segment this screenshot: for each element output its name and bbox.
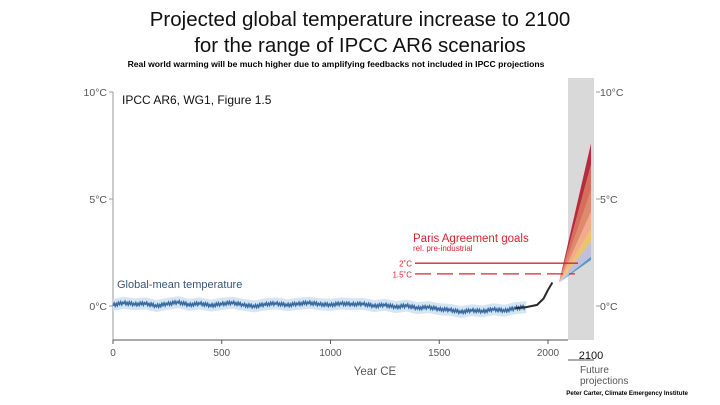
x-tick-label: 500 xyxy=(213,348,230,359)
paris-2c-label: 2˚C xyxy=(399,260,412,269)
x-tick-label: 2000 xyxy=(537,348,560,359)
series-label-global-mean: Global-mean temperature xyxy=(117,279,242,291)
projection-fan-segment xyxy=(559,190,591,283)
future-label-line2: projections xyxy=(580,376,628,387)
future-label-line1: Future xyxy=(580,365,609,376)
projection-fan-segment xyxy=(559,256,591,283)
paris-1-5c-label: 1.5˚C xyxy=(392,270,412,279)
chart-title-line-2: for the range of IPCC AR6 scenarios xyxy=(194,34,526,57)
projection-fan-segment xyxy=(559,241,591,283)
x-tick-label: 1000 xyxy=(319,348,342,359)
x-tick-label-2100: 2100 xyxy=(579,350,603,362)
projection-fan-segment xyxy=(559,228,591,283)
paris-goals-title: Paris Agreement goals xyxy=(413,233,529,245)
global-mean-temperature-line xyxy=(112,298,526,316)
y-tick-label-left: 10°C xyxy=(84,87,108,99)
y-tick-label-left: 0°C xyxy=(89,301,107,313)
paris-goals-subtitle: rel. pre-industrial xyxy=(413,244,473,253)
source-label: IPCC AR6, WG1, Figure 1.5 xyxy=(122,93,272,107)
projection-fan-segment xyxy=(559,211,591,283)
y-tick-label-right: 5°C xyxy=(600,194,618,206)
chart-title-line-1: Projected global temperature increase to… xyxy=(149,8,571,31)
chart-subtitle: Real world warming will be much higher d… xyxy=(127,59,545,69)
x-tick-label: 0 xyxy=(110,348,116,359)
observed-recent-line xyxy=(515,281,554,310)
projection-fan-segment xyxy=(559,143,591,283)
x-axis-title: Year CE xyxy=(354,366,397,378)
x-tick-label: 1500 xyxy=(428,348,451,359)
y-tick-label-right: 0°C xyxy=(600,301,618,313)
credit-text: Peter Carter, Climate Emergency Institut… xyxy=(566,390,688,397)
projection-fan-segment xyxy=(559,164,591,283)
y-tick-label-right: 10°C xyxy=(600,87,624,99)
y-tick-label-left: 5°C xyxy=(89,194,107,206)
